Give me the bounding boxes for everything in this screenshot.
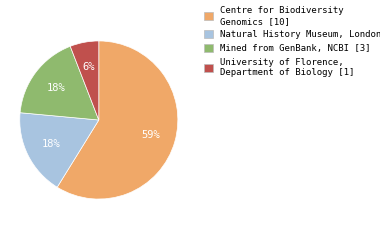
- Wedge shape: [70, 41, 99, 120]
- Text: 6%: 6%: [83, 62, 95, 72]
- Legend: Centre for Biodiversity
Genomics [10], Natural History Museum, London [3], Mined: Centre for Biodiversity Genomics [10], N…: [202, 5, 380, 79]
- Wedge shape: [57, 41, 178, 199]
- Text: 59%: 59%: [141, 130, 160, 140]
- Wedge shape: [20, 113, 99, 187]
- Text: 18%: 18%: [41, 139, 60, 149]
- Text: 18%: 18%: [46, 83, 65, 93]
- Wedge shape: [20, 46, 99, 120]
